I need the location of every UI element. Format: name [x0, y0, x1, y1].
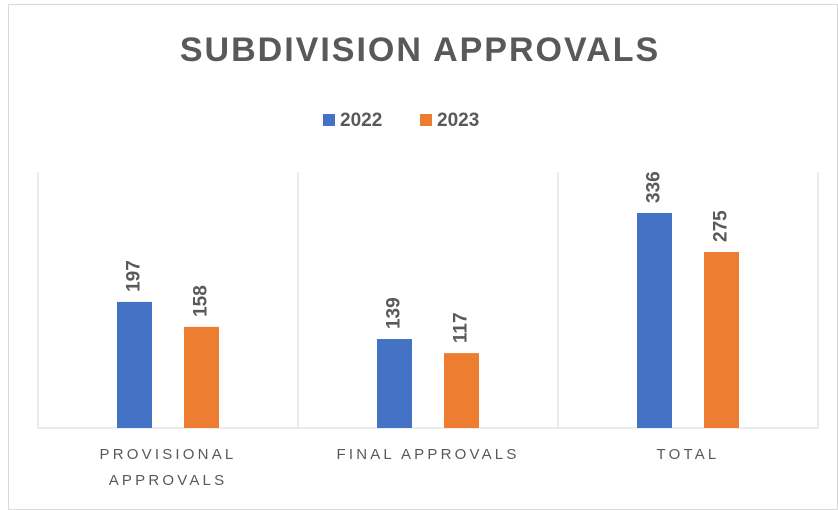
legend-swatch	[420, 114, 432, 126]
bar	[637, 212, 672, 428]
legend-swatch	[323, 114, 335, 126]
bar	[444, 353, 479, 428]
bar	[704, 252, 739, 428]
data-label: 139	[384, 297, 405, 329]
legend-label: 2023	[437, 110, 479, 131]
data-label: 117	[451, 312, 472, 343]
legend-label: 2022	[340, 110, 382, 131]
chart-title: SUBDIVISION APPROVALS	[180, 31, 660, 69]
data-label: 336	[644, 171, 665, 203]
bar	[184, 326, 219, 428]
data-label: 197	[124, 260, 145, 292]
x-tick-label: FINAL APPROVALS	[336, 446, 519, 463]
bar	[377, 339, 412, 428]
x-tick-label: TOTAL	[657, 446, 720, 463]
data-label: 275	[711, 210, 732, 242]
bar	[117, 301, 152, 428]
data-label: 158	[191, 285, 212, 317]
x-tick-label: PROVISIONAL APPROVALS	[100, 446, 237, 489]
